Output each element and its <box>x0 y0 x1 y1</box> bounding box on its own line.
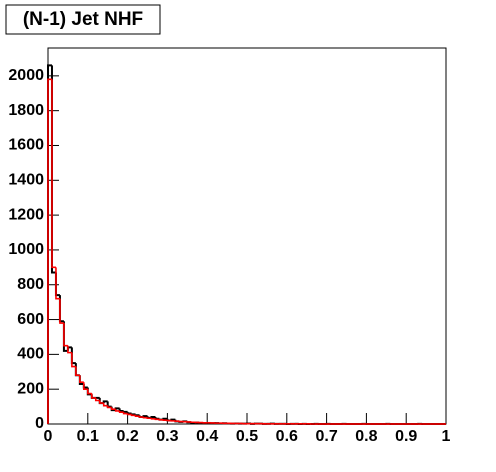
histogram-bin <box>134 415 140 417</box>
y-tick-label: 1000 <box>8 241 44 258</box>
y-tick-label: 1200 <box>8 206 44 223</box>
histogram-bin <box>55 267 60 300</box>
y-tick-label: 200 <box>17 380 44 397</box>
histogram-bin <box>71 352 76 368</box>
x-tick-label: 1 <box>442 428 451 445</box>
x-tick-label: 0 <box>44 428 53 445</box>
histogram-bin <box>150 417 156 420</box>
y-tick-label: 400 <box>17 346 44 363</box>
histogram-bin <box>94 397 100 402</box>
y-tick-label: 600 <box>17 311 44 328</box>
x-tick-label: 0.7 <box>315 428 337 445</box>
histogram-bin <box>79 375 84 384</box>
histogram-bin <box>146 417 152 420</box>
y-tick-label: 800 <box>17 276 44 293</box>
histogram-bin <box>122 410 128 413</box>
chart-title: (N-1) Jet NHF <box>23 9 143 30</box>
y-tick-label: 2000 <box>8 67 44 84</box>
x-tick-label: 0.9 <box>395 428 417 445</box>
title-box <box>5 4 161 35</box>
histogram-bin <box>142 416 148 419</box>
y-tick-label: 1400 <box>8 172 44 189</box>
x-tick-label: 0.3 <box>156 428 178 445</box>
histogram-bin <box>87 389 92 395</box>
histogram-bin <box>126 413 132 416</box>
histogram-bin <box>130 414 136 417</box>
y-tick-label: 1600 <box>8 137 44 154</box>
y-tick-label: 0 <box>35 415 44 432</box>
histogram-bin <box>134 414 140 417</box>
histogram-bin <box>138 416 144 418</box>
histogram-bin <box>51 79 56 269</box>
histogram-bin <box>90 393 96 399</box>
histogram-bin <box>158 419 164 421</box>
histogram-bin <box>63 323 68 347</box>
histogram-bin <box>114 409 120 412</box>
histogram-bin <box>118 410 124 413</box>
x-tick-label: 0.2 <box>116 428 138 445</box>
histogram-bin <box>154 418 160 421</box>
histogram-bin <box>83 382 88 390</box>
x-tick-label: 0.4 <box>196 428 218 445</box>
histogram-bin <box>122 412 128 415</box>
histogram-bin <box>67 345 72 354</box>
x-tick-label: 0.5 <box>236 428 258 445</box>
x-tick-label: 0.6 <box>276 428 298 445</box>
x-tick-label: 0.1 <box>77 428 99 445</box>
x-tick-label: 0.8 <box>355 428 377 445</box>
histogram-bin <box>130 413 136 416</box>
histogram-bin <box>75 366 80 377</box>
histogram-bin <box>47 78 52 424</box>
histogram-bin <box>98 400 104 404</box>
histogram-bin <box>106 405 112 409</box>
histogram-bin <box>59 298 64 324</box>
histogram-bin <box>110 407 116 411</box>
histogram-bin <box>102 403 108 407</box>
y-tick-label: 1800 <box>8 102 44 119</box>
